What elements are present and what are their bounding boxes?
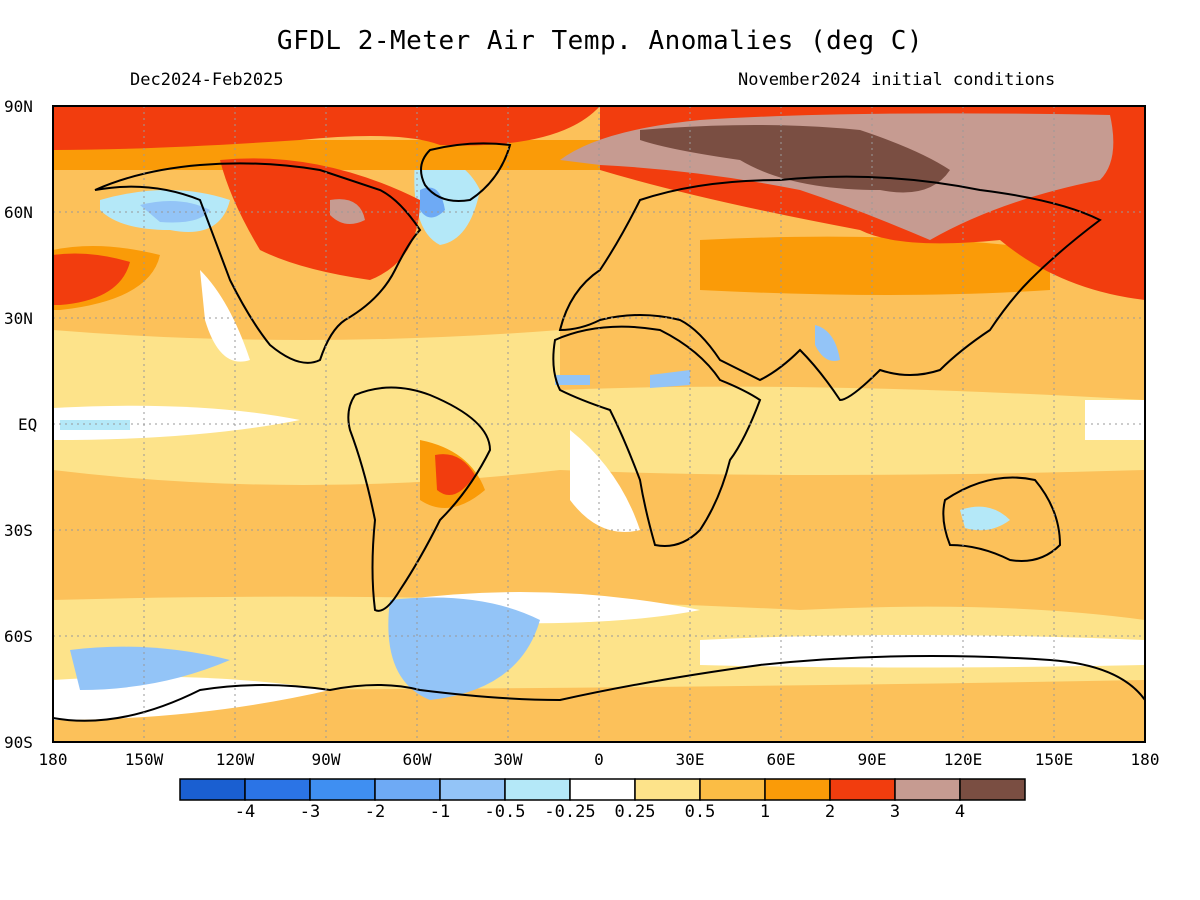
colorbar-tick-label: -3 (299, 802, 321, 822)
graticule (53, 106, 1145, 742)
colorbar-swatch (309, 778, 376, 801)
colorbar-swatch (959, 778, 1026, 801)
lon-label: 150E (1034, 750, 1074, 769)
colorbar-tick-label: 0.5 (684, 802, 716, 822)
lon-label: 30W (493, 750, 523, 769)
colorbar-swatch (699, 778, 766, 801)
colorbar-swatch (244, 778, 311, 801)
lon-label: 30E (675, 750, 705, 769)
lat-label: 90S (4, 733, 33, 752)
map-frame (52, 105, 1146, 743)
colorbar-tick-label: -1 (429, 802, 451, 822)
colorbar-swatch (829, 778, 896, 801)
lon-label: 180 (38, 750, 68, 769)
colorbar-tick-label: 3 (889, 802, 901, 822)
colorbar-tick-label: -2 (364, 802, 386, 822)
lat-label: 60N (4, 203, 33, 222)
lat-label: 30N (4, 309, 33, 328)
lat-label: 30S (4, 521, 33, 540)
lat-label: EQ (18, 415, 38, 434)
colorbar-tick-label: -4 (234, 802, 256, 822)
colorbar-swatch (374, 778, 441, 801)
colorbar-tick-label: 2 (824, 802, 836, 822)
lon-label: 180 (1130, 750, 1160, 769)
colorbar-tick-label: -0.5 (484, 802, 526, 822)
coastlines (53, 142, 1145, 722)
period-label: Dec2024-Feb2025 (130, 70, 284, 90)
colorbar-tick-label: -0.25 (544, 802, 596, 822)
colorbar-swatch (439, 778, 506, 801)
lon-label: 120W (215, 750, 255, 769)
lon-label: 60W (402, 750, 432, 769)
lat-label: 60S (4, 627, 33, 646)
colorbar-swatch (569, 778, 636, 801)
colorbar-swatch (764, 778, 831, 801)
colorbar-swatch (504, 778, 571, 801)
lon-label: 0 (594, 750, 604, 769)
lat-label: 90N (4, 97, 33, 116)
lon-label: 150W (124, 750, 164, 769)
colorbar (179, 778, 1026, 801)
colorbar-tick-label: 1 (759, 802, 771, 822)
colorbar-tick-label: 4 (954, 802, 966, 822)
colorbar-swatch (634, 778, 701, 801)
lon-label: 90W (311, 750, 341, 769)
lon-label: 120E (943, 750, 983, 769)
lon-label: 60E (766, 750, 796, 769)
colorbar-tick-label: 0.25 (614, 802, 656, 822)
initial-conditions-label: November2024 initial conditions (738, 70, 1056, 90)
colorbar-swatch (179, 778, 246, 801)
map-title: GFDL 2-Meter Air Temp. Anomalies (deg C) (276, 26, 924, 56)
colorbar-swatch (894, 778, 961, 801)
lon-label: 90E (857, 750, 887, 769)
